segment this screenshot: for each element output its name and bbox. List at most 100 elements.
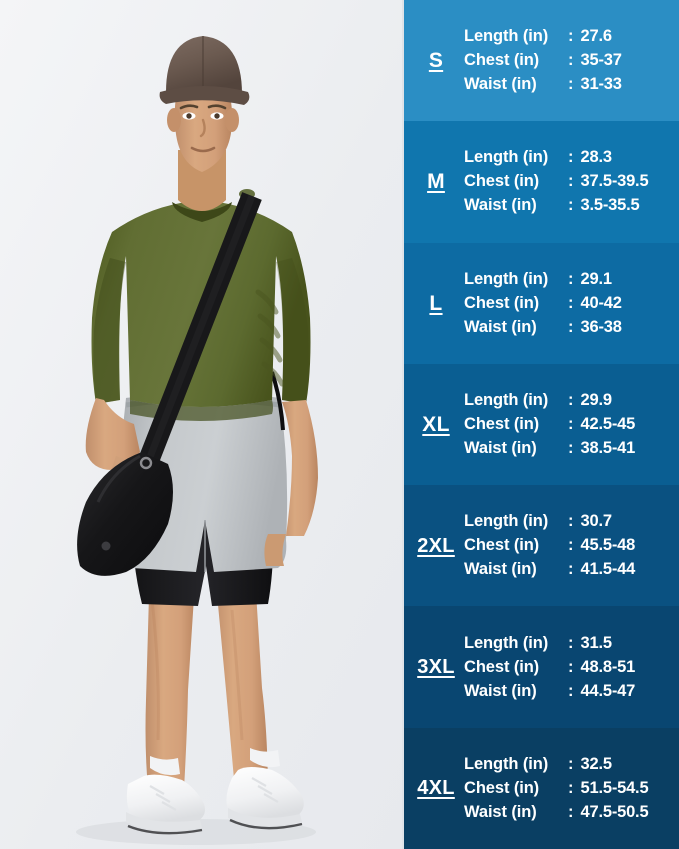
size-chart-table: S Length (in):27.6 Chest (in):35-37 Waist (… — [402, 0, 679, 849]
measurement-colon: : — [568, 438, 574, 457]
measurement-waist: Waist (in):36-38 — [464, 318, 679, 337]
measurement-colon: : — [568, 633, 574, 652]
size-row-2xl: 2XL Length (in):30.7 Chest (in):45.5-48 Wai… — [404, 485, 679, 607]
measurement-value: 31-33 — [580, 75, 622, 94]
measurement-length: Length (in):28.3 — [464, 148, 679, 167]
measurement-list: Length (in):29.1 Chest (in):40-42 Waist (i… — [464, 270, 679, 337]
measurement-list: Length (in):30.7 Chest (in):45.5-48 Waist … — [464, 512, 679, 579]
measurement-label: Waist (in) — [464, 438, 537, 457]
measurement-label: Length (in) — [464, 754, 549, 773]
size-row-m: M Length (in):28.3 Chest (in):37.5-39.5 Wai… — [404, 121, 679, 243]
measurement-value: 38.5-41 — [580, 438, 636, 457]
measurement-value: 3.5-35.5 — [580, 196, 640, 215]
measurement-length: Length (in):31.5 — [464, 634, 679, 653]
model-illustration — [0, 0, 402, 849]
measurement-label: Length (in) — [464, 512, 549, 531]
size-row-xl: XL Length (in):29.9 Chest (in):42.5-45 Wais… — [404, 363, 679, 486]
measurement-value: 41.5-44 — [580, 560, 636, 579]
measurement-list: Length (in):29.9 Chest (in):42.5-45 Waist … — [464, 391, 679, 458]
measurement-colon: : — [568, 536, 574, 555]
size-label: XL — [422, 412, 450, 436]
measurement-length: Length (in):30.7 — [464, 512, 679, 531]
measurement-colon: : — [568, 560, 574, 579]
measurement-chest: Chest (in):45.5-48 — [464, 536, 679, 555]
measurement-value: 30.7 — [580, 512, 613, 531]
measurement-colon: : — [568, 27, 574, 46]
measurement-label: Waist (in) — [464, 560, 537, 579]
measurement-chest: Chest (in):42.5-45 — [464, 415, 679, 434]
measurement-value: 48.8-51 — [580, 657, 636, 676]
measurement-label: Length (in) — [464, 27, 549, 46]
measurement-chest: Chest (in):37.5-39.5 — [464, 172, 679, 191]
measurement-value: 35-37 — [580, 51, 622, 70]
measurement-colon: : — [568, 196, 574, 215]
measurement-colon: : — [568, 414, 574, 433]
size-label: 2XL — [417, 534, 455, 557]
measurement-length: Length (in):32.5 — [464, 755, 679, 774]
measurement-colon: : — [568, 269, 574, 288]
measurement-value: 36-38 — [580, 317, 622, 336]
measurement-list: Length (in):28.3 Chest (in):37.5-39.5 Wais… — [464, 148, 679, 215]
measurement-label: Waist (in) — [464, 75, 537, 94]
measurement-waist: Waist (in):38.5-41 — [464, 439, 679, 458]
size-row-3xl: 3XL Length (in):31.5 Chest (in):48.8-51 Wai… — [404, 606, 679, 728]
measurement-label: Chest (in) — [464, 293, 540, 312]
measurement-colon: : — [568, 657, 574, 676]
measurement-colon: : — [568, 778, 574, 797]
measurement-label: Chest (in) — [464, 778, 540, 797]
measurement-chest: Chest (in):40-42 — [464, 294, 679, 313]
measurement-label: Length (in) — [464, 148, 549, 167]
measurement-length: Length (in):29.1 — [464, 270, 679, 289]
size-label: L — [429, 291, 443, 315]
measurement-waist: Waist (in):47.5-50.5 — [464, 803, 679, 822]
measurement-label: Length (in) — [464, 390, 549, 409]
measurement-waist: Waist (in):44.5-47 — [464, 682, 679, 701]
measurement-value: 40-42 — [580, 293, 622, 312]
measurement-value: 32.5 — [580, 754, 613, 773]
measurement-label: Waist (in) — [464, 802, 537, 821]
size-row-4xl: 4XL Length (in):32.5 Chest (in):51.5-54.5 W… — [404, 727, 679, 849]
measurement-colon: : — [568, 51, 574, 70]
measurement-list: Length (in):27.6 Chest (in):35-37 Waist (i… — [464, 27, 679, 94]
measurement-value: 44.5-47 — [580, 681, 636, 700]
size-label: S — [428, 49, 444, 73]
measurement-waist: Waist (in):31-33 — [464, 75, 679, 94]
measurement-value: 47.5-50.5 — [580, 802, 649, 821]
measurement-label: Chest (in) — [464, 657, 540, 676]
measurement-chest: Chest (in):35-37 — [464, 51, 679, 70]
measurement-value: 42.5-45 — [580, 414, 636, 433]
measurement-length: Length (in):27.6 — [464, 27, 679, 46]
measurement-label: Waist (in) — [464, 317, 537, 336]
measurement-value: 27.6 — [580, 27, 613, 46]
measurement-colon: : — [568, 148, 574, 167]
measurement-value: 31.5 — [580, 633, 613, 652]
measurement-list: Length (in):32.5 Chest (in):51.5-54.5 Wais… — [464, 755, 679, 822]
measurement-label: Chest (in) — [464, 536, 540, 555]
measurement-waist: Waist (in):41.5-44 — [464, 560, 679, 579]
size-row-l: L Length (in):29.1 Chest (in):40-42 Waist (… — [404, 242, 679, 364]
measurement-label: Chest (in) — [464, 414, 540, 433]
measurement-label: Length (in) — [464, 269, 549, 288]
size-row-s: S Length (in):27.6 Chest (in):35-37 Waist (… — [404, 0, 679, 122]
size-label: M — [427, 170, 445, 194]
measurement-value: 29.1 — [580, 269, 613, 288]
measurement-label: Chest (in) — [464, 51, 540, 70]
measurement-label: Waist (in) — [464, 196, 537, 215]
measurement-colon: : — [568, 293, 574, 312]
measurement-chest: Chest (in):51.5-54.5 — [464, 779, 679, 798]
measurement-colon: : — [568, 512, 574, 531]
measurement-value: 28.3 — [580, 148, 613, 167]
measurement-colon: : — [568, 754, 574, 773]
measurement-label: Chest (in) — [464, 172, 540, 191]
measurement-label: Length (in) — [464, 633, 549, 652]
measurement-colon: : — [568, 172, 574, 191]
product-photo — [0, 0, 402, 849]
measurement-value: 37.5-39.5 — [580, 172, 649, 191]
measurement-colon: : — [568, 802, 574, 821]
measurement-length: Length (in):29.9 — [464, 391, 679, 410]
measurement-colon: : — [568, 317, 574, 336]
measurement-value: 45.5-48 — [580, 536, 636, 555]
measurement-colon: : — [568, 681, 574, 700]
size-label: 4XL — [417, 777, 455, 800]
